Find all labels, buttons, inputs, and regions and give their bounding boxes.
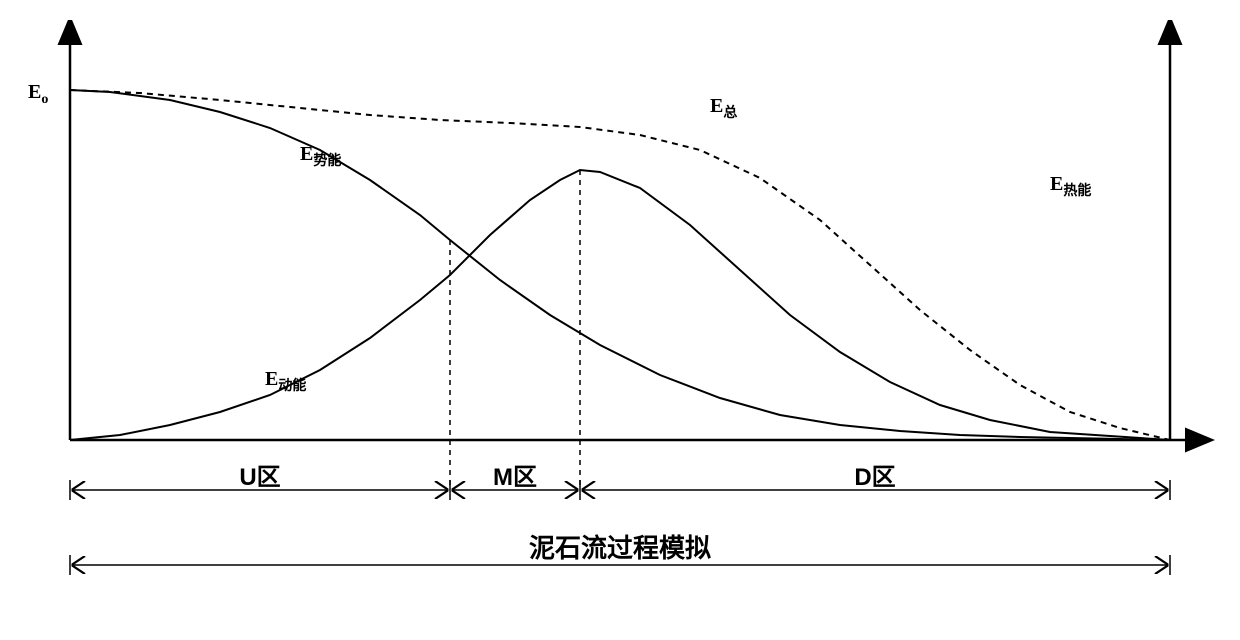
curve-kinetic-energy [70, 170, 1170, 440]
label-region-d: D区 [854, 464, 895, 491]
label-e-potential: E势能 [300, 143, 341, 169]
energy-diagram: Eo E势能 E动能 E总 E热能 U区 M区 D区 泥石流过程模拟 [20, 20, 1220, 620]
label-e-kinetic: E动能 [265, 368, 306, 394]
curve-total-energy [70, 90, 1170, 440]
region-bar-umd [70, 480, 1170, 500]
label-region-u: U区 [239, 464, 280, 491]
curve-potential-energy [70, 90, 1170, 440]
chart-svg: Eo E势能 E动能 E总 E热能 U区 M区 D区 泥石流过程模拟 [20, 20, 1220, 620]
label-region-m: M区 [493, 464, 537, 491]
label-e0: Eo [28, 81, 48, 107]
label-e-total: E总 [710, 95, 737, 121]
label-title: 泥石流过程模拟 [529, 533, 711, 563]
label-e-thermal: E热能 [1050, 173, 1091, 199]
